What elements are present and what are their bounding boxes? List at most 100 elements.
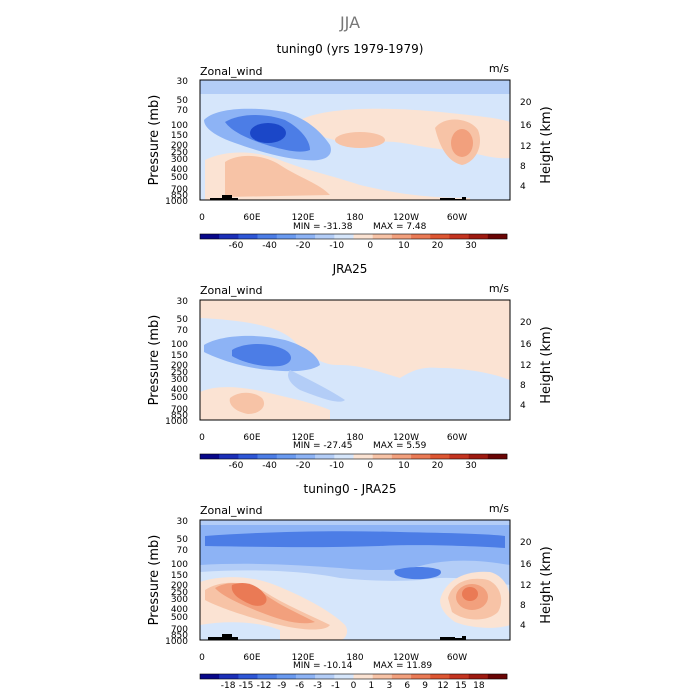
panel-3-strong-blue-patch <box>394 567 441 580</box>
panel-1-upper-band <box>200 80 510 94</box>
pressure-tick: 70 <box>177 326 189 336</box>
colorbar-swatch <box>238 234 258 239</box>
colorbar-label: 30 <box>465 461 477 471</box>
x-tick: 0 <box>199 213 205 223</box>
colorbar-label: -15 <box>239 681 254 691</box>
panel-1-title: tuning0 (yrs 1979-1979) <box>277 42 424 56</box>
pressure-tick: 30 <box>177 517 189 527</box>
colorbar-label: 3 <box>386 681 392 691</box>
panel-2-x-ticks: 0 60E 120E 180 120W 60W <box>199 433 467 443</box>
colorbar-swatch <box>200 454 220 459</box>
height-tick: 12 <box>520 361 531 371</box>
colorbar-swatch <box>372 234 393 239</box>
colorbar-swatch <box>200 234 220 239</box>
pressure-tick: 150 <box>171 351 188 361</box>
height-tick: 8 <box>520 381 526 391</box>
height-tick: 20 <box>520 98 532 108</box>
height-tick: 4 <box>520 182 526 192</box>
pressure-tick: 300 <box>171 375 188 385</box>
x-tick: 60E <box>243 433 260 443</box>
panel-2-ylabel-right: Height (km) <box>539 326 554 403</box>
pressure-tick: 150 <box>171 571 188 581</box>
panel-2-mid-blue-halo <box>288 370 345 402</box>
panel-2-peach-region-lower <box>200 387 330 420</box>
colorbar-label: -9 <box>277 681 286 691</box>
colorbar-swatch <box>276 674 297 679</box>
panel-1-x-ticks: 0 60E 120E 180 120W 60W <box>199 213 467 223</box>
colorbar-label: -60 <box>229 461 244 471</box>
colorbar-label: -40 <box>262 241 277 251</box>
height-tick: 8 <box>520 601 526 611</box>
panel-1-colorbar <box>199 233 508 240</box>
colorbar-label: 0 <box>351 681 357 691</box>
colorbar-label: 0 <box>367 461 373 471</box>
pressure-tick: 300 <box>171 595 188 605</box>
height-tick: 16 <box>520 560 532 570</box>
pressure-tick: 30 <box>177 77 189 87</box>
panel-3-title: tuning0 - JRA25 <box>304 482 397 496</box>
figure-title: JJA <box>339 13 360 32</box>
pressure-tick: 70 <box>177 106 189 116</box>
pressure-tick: 100 <box>171 121 188 131</box>
panel-1-colorbar-labels: -60 -40 -20 -10 0 10 20 30 <box>229 241 477 251</box>
panel-1-deep-blue-core <box>250 123 286 143</box>
colorbar-swatch <box>315 234 335 239</box>
panel-1-salmon-core-west <box>335 132 385 148</box>
pressure-tick: 250 <box>171 588 188 598</box>
colorbar-swatch <box>295 454 316 459</box>
colorbar-label: -10 <box>329 241 344 251</box>
colorbar-label: -40 <box>262 461 277 471</box>
colorbar-swatch <box>315 674 335 679</box>
panel-3-x-ticks: 0 60E 120E 180 120W 60W <box>199 653 467 663</box>
panel-2-min-text: MIN = -27.45 <box>293 441 352 451</box>
colorbar-label: 9 <box>422 681 428 691</box>
colorbar-swatch <box>430 234 450 239</box>
x-tick: 120W <box>393 433 419 443</box>
x-tick: 180 <box>346 433 363 443</box>
colorbar-swatch <box>200 674 220 679</box>
panel-3-height-ticks: 20 16 12 8 4 <box>520 538 532 631</box>
panel-2-height-ticks: 20 16 12 8 4 <box>520 318 532 411</box>
pressure-tick: 500 <box>171 173 188 183</box>
pressure-tick: 200 <box>171 141 188 151</box>
colorbar-swatch <box>219 234 239 239</box>
pressure-tick: 1000 <box>165 197 188 207</box>
colorbar-swatch <box>391 454 412 459</box>
colorbar-swatch <box>487 234 508 239</box>
pressure-tick: 850 <box>171 631 188 641</box>
colorbar-swatch <box>353 454 373 459</box>
colorbar-swatch <box>372 674 393 679</box>
panel-1-salmon-core-east <box>451 129 473 157</box>
panel-2-peach-region-upper <box>200 300 510 380</box>
x-tick: 120W <box>393 653 419 663</box>
colorbar-label: 6 <box>404 681 410 691</box>
pressure-tick: 50 <box>177 535 189 545</box>
panel-2-ylabel-left: Pressure (mb) <box>147 315 162 406</box>
panel-3: tuning0 - JRA25 Zonal_wind m/s 30 50 70 <box>147 482 554 691</box>
pressure-tick: 500 <box>171 393 188 403</box>
pressure-tick: 1000 <box>165 637 188 647</box>
colorbar-swatch <box>219 674 239 679</box>
height-tick: 4 <box>520 621 526 631</box>
colorbar-label: -60 <box>229 241 244 251</box>
colorbar-swatch <box>276 454 297 459</box>
x-tick: 180 <box>346 213 363 223</box>
x-tick: 60W <box>447 653 467 663</box>
colorbar-swatch <box>334 454 354 459</box>
pressure-tick: 30 <box>177 297 189 307</box>
colorbar-frame <box>199 233 508 240</box>
pressure-tick: 400 <box>171 605 188 615</box>
pressure-tick: 850 <box>171 411 188 421</box>
panel-2-pressure-ticks: 30 50 70 100 150 200 250 300 400 500 700… <box>165 297 188 427</box>
panel-2-max-text: MAX = 5.59 <box>373 441 427 451</box>
x-tick: 0 <box>199 433 205 443</box>
colorbar-label: 18 <box>473 681 485 691</box>
panel-3-ylabel-right: Height (km) <box>539 546 554 623</box>
colorbar-label: 30 <box>465 241 477 251</box>
panel-3-strong-blue-stripe <box>205 531 505 548</box>
pressure-tick: 70 <box>177 546 189 556</box>
colorbar-label: -3 <box>313 681 322 691</box>
colorbar-swatch <box>468 454 489 459</box>
panel-1-min-text: MIN = -31.38 <box>293 222 353 232</box>
